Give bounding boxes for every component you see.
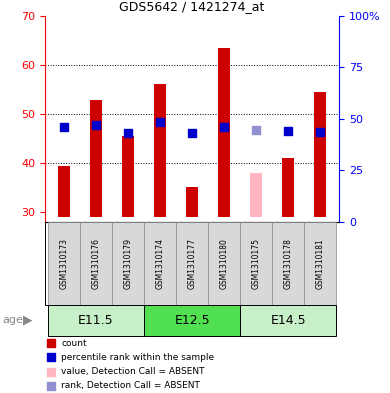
Point bbox=[157, 119, 163, 125]
Bar bbox=[240, 222, 272, 305]
Bar bbox=[272, 222, 304, 305]
Title: GDS5642 / 1421274_at: GDS5642 / 1421274_at bbox=[119, 0, 265, 13]
Point bbox=[253, 127, 259, 133]
Bar bbox=[304, 222, 336, 305]
Text: GSM1310181: GSM1310181 bbox=[316, 238, 324, 289]
Bar bbox=[240, 305, 336, 336]
Point bbox=[61, 124, 67, 130]
Bar bbox=[186, 187, 198, 217]
Text: E11.5: E11.5 bbox=[78, 314, 114, 327]
Text: E12.5: E12.5 bbox=[174, 314, 210, 327]
Point bbox=[48, 340, 54, 346]
Text: ▶: ▶ bbox=[23, 314, 32, 327]
Point bbox=[93, 122, 99, 128]
Text: value, Detection Call = ABSENT: value, Detection Call = ABSENT bbox=[61, 367, 204, 376]
Bar bbox=[112, 222, 144, 305]
Text: GSM1310174: GSM1310174 bbox=[156, 238, 165, 289]
Bar bbox=[90, 100, 102, 217]
Point bbox=[221, 124, 227, 130]
Bar bbox=[48, 222, 80, 305]
Text: rank, Detection Call = ABSENT: rank, Detection Call = ABSENT bbox=[61, 381, 200, 390]
Text: count: count bbox=[61, 339, 87, 348]
Bar bbox=[250, 173, 262, 217]
Bar bbox=[122, 136, 134, 217]
Point bbox=[285, 128, 291, 134]
Text: GSM1310180: GSM1310180 bbox=[220, 238, 229, 289]
Bar bbox=[314, 92, 326, 217]
Bar bbox=[208, 222, 240, 305]
Point bbox=[48, 383, 54, 389]
Bar bbox=[154, 84, 166, 217]
Text: GSM1310178: GSM1310178 bbox=[284, 238, 292, 289]
Text: GSM1310173: GSM1310173 bbox=[60, 238, 69, 289]
Bar bbox=[144, 305, 240, 336]
Text: E14.5: E14.5 bbox=[270, 314, 306, 327]
Text: GSM1310176: GSM1310176 bbox=[92, 238, 101, 289]
Bar bbox=[48, 305, 144, 336]
Text: age: age bbox=[2, 315, 23, 325]
Bar bbox=[58, 165, 70, 217]
Point bbox=[48, 369, 54, 375]
Text: GSM1310177: GSM1310177 bbox=[188, 238, 197, 289]
Bar bbox=[218, 48, 230, 217]
Point bbox=[48, 354, 54, 360]
Point bbox=[189, 130, 195, 136]
Point bbox=[317, 129, 323, 136]
Bar bbox=[144, 222, 176, 305]
Text: GSM1310175: GSM1310175 bbox=[252, 238, 261, 289]
Bar bbox=[80, 222, 112, 305]
Text: GSM1310179: GSM1310179 bbox=[124, 238, 133, 289]
Point bbox=[125, 130, 131, 136]
Bar bbox=[282, 158, 294, 217]
Bar bbox=[176, 222, 208, 305]
Text: percentile rank within the sample: percentile rank within the sample bbox=[61, 353, 214, 362]
